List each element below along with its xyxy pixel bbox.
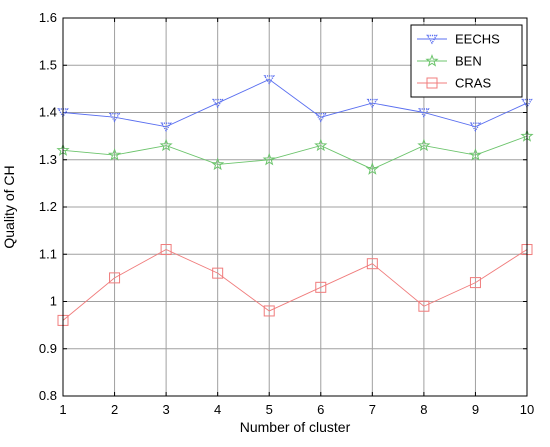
data-point-ben bbox=[314, 138, 328, 152]
y-tick-label: 1 bbox=[50, 294, 57, 309]
data-point-cras bbox=[315, 281, 327, 293]
y-tick-label: 1.3 bbox=[39, 152, 57, 167]
series-line-ben bbox=[62, 135, 528, 170]
data-point-eechs bbox=[263, 75, 275, 85]
data-point-eechs bbox=[160, 122, 172, 133]
y-tick-label: 1.1 bbox=[39, 246, 57, 261]
x-tick-label: 7 bbox=[369, 402, 376, 417]
y-tick-label: 1.2 bbox=[39, 199, 57, 214]
series-layer bbox=[56, 75, 534, 326]
data-point-eechs bbox=[108, 113, 121, 123]
x-tick-label: 2 bbox=[111, 402, 118, 417]
legend-label-ben: BEN bbox=[455, 54, 482, 69]
series-cras bbox=[57, 244, 533, 326]
data-point-ben bbox=[107, 148, 122, 161]
data-point-ben bbox=[159, 138, 173, 152]
legend-marker-cras bbox=[426, 77, 438, 89]
y-tick-label: 0.8 bbox=[39, 388, 57, 403]
data-point-cras bbox=[469, 277, 481, 289]
data-point-ben bbox=[468, 148, 483, 161]
data-point-eechs bbox=[211, 98, 224, 109]
legend-label-cras: CRAS bbox=[455, 76, 491, 91]
data-point-ben bbox=[262, 152, 276, 166]
x-tick-label: 4 bbox=[214, 402, 221, 417]
x-tick-label: 10 bbox=[520, 402, 534, 417]
y-tick-label: 1.4 bbox=[39, 105, 57, 120]
x-tick-label: 9 bbox=[472, 402, 479, 417]
series-line-eechs bbox=[62, 78, 528, 128]
tick-labels: 1 2 3 4 5 6 7 8 9 10 0.8 0.9 1 1.1 1.2 1.3 1.4 1.5 1.6 bbox=[39, 10, 534, 417]
series-eechs bbox=[57, 75, 533, 133]
y-tick-label: 1.6 bbox=[39, 10, 57, 25]
data-point-ben bbox=[365, 162, 379, 175]
legend-marker-eechs bbox=[426, 34, 438, 45]
data-point-eechs bbox=[315, 113, 327, 123]
data-point-cras bbox=[418, 300, 430, 312]
x-tick-label: 5 bbox=[266, 402, 273, 417]
data-point-cras bbox=[109, 272, 121, 284]
data-point-cras bbox=[366, 258, 378, 270]
y-axis-label: Quality of CH bbox=[1, 165, 17, 248]
legend-label-eechs: EECHS bbox=[455, 32, 500, 47]
x-tick-label: 6 bbox=[317, 402, 324, 417]
legend: EECHS BEN CRAS bbox=[410, 24, 523, 98]
plot-frame bbox=[62, 17, 528, 397]
x-axis-label: Number of cluster bbox=[240, 419, 351, 435]
data-point-eechs bbox=[469, 122, 482, 133]
data-point-eechs bbox=[418, 108, 430, 118]
x-tick-label: 8 bbox=[420, 402, 427, 417]
legend-marker-ben bbox=[425, 54, 439, 67]
y-tick-label: 0.9 bbox=[39, 341, 57, 356]
data-point-cras bbox=[160, 244, 172, 256]
series-ben bbox=[56, 129, 534, 175]
data-point-cras bbox=[263, 305, 275, 317]
data-point-eechs bbox=[366, 98, 379, 109]
data-point-ben bbox=[417, 138, 431, 152]
data-point-cras bbox=[212, 267, 224, 279]
series-line-cras bbox=[62, 249, 528, 321]
data-point-ben bbox=[211, 157, 225, 171]
x-tick-label: 3 bbox=[162, 402, 169, 417]
y-tick-label: 1.5 bbox=[39, 57, 57, 72]
x-tick-label: 1 bbox=[59, 402, 66, 417]
